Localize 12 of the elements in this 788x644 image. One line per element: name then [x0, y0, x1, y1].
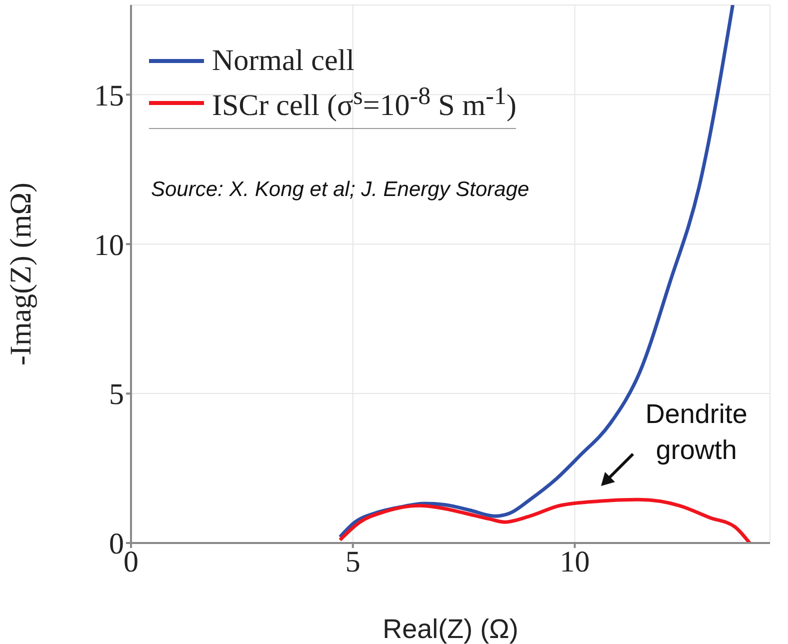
y-tick-label: 15 — [94, 79, 124, 112]
legend-label: ISCr cell (σ$^{s}$=10$^{-8}$ S m$^{-1}$) — [212, 83, 516, 123]
x-tick-label: 10 — [560, 545, 590, 578]
line-series — [338, 498, 752, 543]
x-axis-title: Real(Z) (Ω) — [382, 614, 518, 644]
annotation: Source: X. Kong et al; J. Energy Storage — [151, 178, 530, 202]
y-tick-label: 10 — [94, 228, 124, 262]
y-tick-label: 5 — [109, 378, 124, 412]
legend-label: Normal cell — [212, 44, 354, 78]
y-axis-title: -Imag(Z) (mΩ) — [4, 182, 38, 366]
x-tick-label: 5 — [345, 545, 360, 578]
annotation: Dendrite growth — [644, 398, 748, 468]
